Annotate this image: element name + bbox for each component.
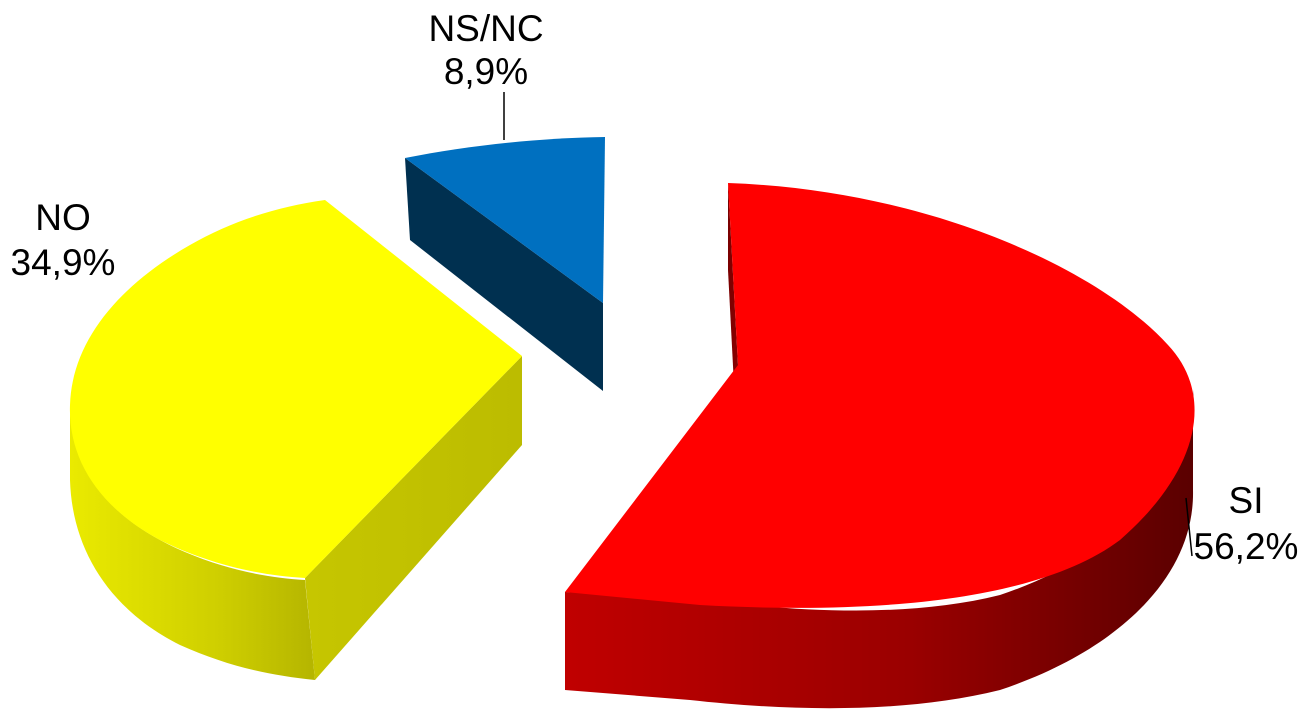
leader-line-si — [1185, 497, 1193, 557]
label-si-value: 56,2% — [1194, 526, 1299, 567]
pie-slice-nsnc-side — [405, 158, 603, 391]
label-si-name: SI — [1229, 480, 1264, 521]
pie-slice-no-side — [70, 405, 315, 680]
pie-slice-si — [565, 183, 1195, 709]
label-nsnc-name: NS/NC — [428, 8, 543, 49]
label-no-name: NO — [35, 197, 91, 238]
label-no-value: 34,9% — [11, 242, 116, 283]
pie-slice-nsnc-top — [405, 137, 605, 303]
pie-slice-nsnc — [405, 137, 605, 391]
pie-slice-si-side — [565, 390, 1194, 709]
pie-slice-no-top — [69, 200, 522, 578]
pie-slice-no — [69, 200, 522, 680]
pie-slice-si-top — [565, 183, 1195, 608]
pie-slice-no-cut — [305, 356, 522, 680]
label-nsnc-value: 8,9% — [444, 51, 528, 92]
